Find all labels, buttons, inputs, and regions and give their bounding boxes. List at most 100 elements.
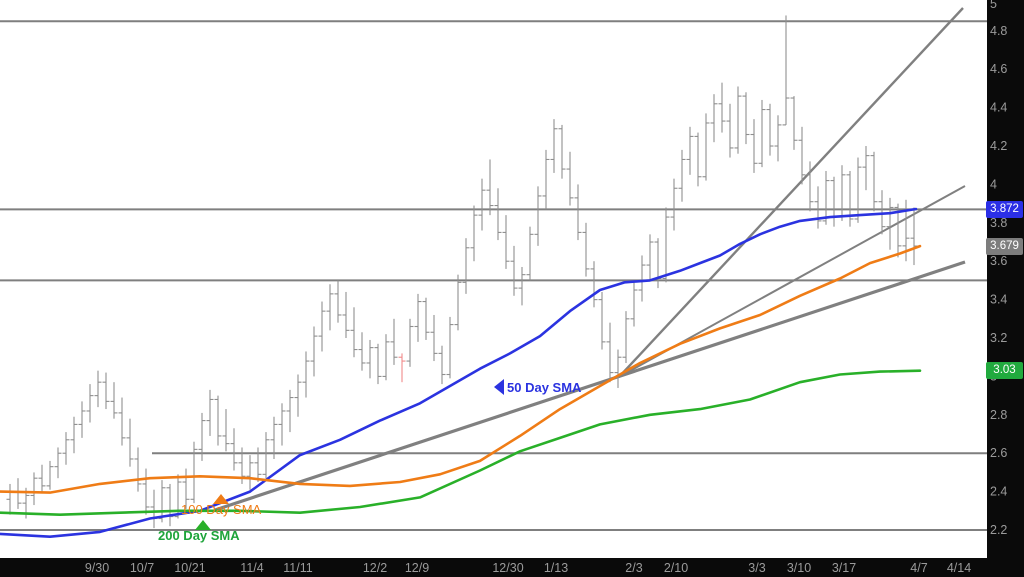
ohlc-bar[interactable] [318, 301, 326, 352]
ohlc-bar[interactable] [230, 428, 238, 471]
ohlc-bar[interactable] [518, 266, 526, 306]
ohlc-bar[interactable] [254, 447, 262, 483]
ohlc-bar[interactable] [134, 447, 142, 492]
ohlc-bar[interactable] [310, 326, 318, 377]
ohlc-bar[interactable] [622, 311, 630, 363]
ohlc-bar[interactable] [358, 332, 366, 371]
ohlc-bar[interactable] [302, 351, 310, 398]
ohlc-bar[interactable] [782, 15, 790, 126]
ohlc-bar[interactable] [702, 113, 710, 181]
ohlc-bar[interactable] [102, 372, 110, 410]
ohlc-bar[interactable] [414, 293, 422, 342]
ohlc-bar[interactable] [366, 339, 374, 379]
ohlc-bar[interactable] [54, 447, 62, 479]
ohlc-bar[interactable] [374, 343, 382, 385]
ohlc-bar[interactable] [198, 412, 206, 461]
ohlc-bar[interactable] [510, 245, 518, 296]
ohlc-bar[interactable] [502, 215, 510, 269]
time-axis-panel[interactable] [0, 558, 987, 577]
ohlc-bar[interactable] [750, 119, 758, 173]
ohlc-bar[interactable] [94, 370, 102, 408]
ohlc-bar[interactable] [334, 280, 342, 323]
ohlc-bar[interactable] [350, 307, 358, 358]
ohlc-bar[interactable] [854, 157, 862, 223]
ohlc-bar[interactable] [838, 165, 846, 221]
ohlc-bar[interactable] [742, 92, 750, 145]
ohlc-bar[interactable] [590, 261, 598, 308]
ohlc-bar[interactable] [158, 480, 166, 523]
ohlc-bar[interactable] [846, 170, 854, 227]
ohlc-bar[interactable] [126, 418, 134, 467]
ohlc-bar[interactable] [422, 297, 430, 340]
ohlc-bar[interactable] [110, 382, 118, 419]
ohlc-bar[interactable] [862, 146, 870, 191]
ohlc-bar[interactable] [398, 353, 406, 383]
trend-line[interactable] [214, 260, 966, 512]
ohlc-bar[interactable] [470, 205, 478, 262]
ohlc-bar[interactable] [790, 96, 798, 150]
ohlc-bar[interactable] [574, 184, 582, 241]
ohlc-bar[interactable] [678, 149, 686, 202]
ohlc-bar[interactable] [534, 186, 542, 246]
ohlc-bar[interactable] [718, 82, 726, 133]
ohlc-bar[interactable] [870, 151, 878, 212]
sma-line-100[interactable] [0, 244, 922, 494]
trend-line[interactable] [618, 7, 964, 378]
ohlc-bar[interactable] [78, 401, 86, 438]
ohlc-bar[interactable] [286, 389, 294, 433]
ohlc-bar[interactable] [86, 384, 94, 423]
ohlc-bar[interactable] [166, 483, 174, 527]
ohlc-bar[interactable] [670, 178, 678, 231]
ohlc-bar[interactable] [646, 234, 654, 281]
ohlc-bar[interactable] [462, 238, 470, 294]
ohlc-bar[interactable] [830, 176, 838, 227]
ohlc-bar[interactable] [342, 291, 350, 339]
ohlc-bar[interactable] [486, 159, 494, 216]
ohlc-bar[interactable] [30, 472, 38, 506]
ohlc-bar[interactable] [190, 441, 198, 504]
ohlc-bar[interactable] [222, 409, 230, 452]
ohlc-bar[interactable] [806, 161, 814, 212]
ohlc-bar[interactable] [478, 178, 486, 231]
ohlc-bar[interactable] [662, 207, 670, 283]
ohlc-bar[interactable] [294, 374, 302, 417]
ohlc-bar[interactable] [70, 416, 78, 454]
ohlc-bar[interactable] [438, 345, 446, 385]
ohlc-bar[interactable] [62, 432, 70, 465]
ohlc-bar[interactable] [262, 432, 270, 479]
ohlc-bar[interactable] [270, 416, 278, 459]
price-axis-panel[interactable] [987, 0, 1024, 577]
ohlc-bar[interactable] [598, 291, 606, 350]
ohlc-bar[interactable] [798, 126, 806, 185]
ohlc-bar[interactable] [446, 316, 454, 379]
ohlc-bar[interactable] [710, 94, 718, 143]
ohlc-bar[interactable] [406, 318, 414, 367]
ohlc-bar[interactable] [774, 115, 782, 162]
ohlc-bar[interactable] [606, 322, 614, 383]
ohlc-bar[interactable] [822, 170, 830, 225]
ohlc-bar[interactable] [550, 119, 558, 173]
ohlc-bar[interactable] [630, 282, 638, 327]
ohlc-bar[interactable] [182, 468, 190, 509]
ohlc-bar[interactable] [726, 103, 734, 158]
ohlc-bar[interactable] [766, 103, 774, 156]
ohlc-bar[interactable] [278, 403, 286, 446]
ohlc-bar[interactable] [46, 460, 54, 490]
ohlc-bar[interactable] [494, 188, 502, 241]
ohlc-bar[interactable] [38, 464, 46, 494]
ohlc-bar[interactable] [638, 255, 646, 302]
ohlc-bar[interactable] [454, 274, 462, 331]
ohlc-bar[interactable] [326, 284, 334, 331]
ohlc-bar[interactable] [686, 126, 694, 175]
sma-line-50[interactable] [0, 207, 918, 539]
ohlc-bar[interactable] [526, 226, 534, 281]
ohlc-bar[interactable] [694, 132, 702, 187]
ohlc-bar[interactable] [6, 483, 14, 515]
ohlc-bar[interactable] [150, 489, 158, 529]
ohlc-bar[interactable] [246, 455, 254, 490]
ohlc-bar[interactable] [758, 99, 766, 168]
ohlc-bar[interactable] [142, 468, 150, 515]
ohlc-bar[interactable] [206, 389, 214, 436]
ohlc-bar[interactable] [214, 395, 222, 446]
